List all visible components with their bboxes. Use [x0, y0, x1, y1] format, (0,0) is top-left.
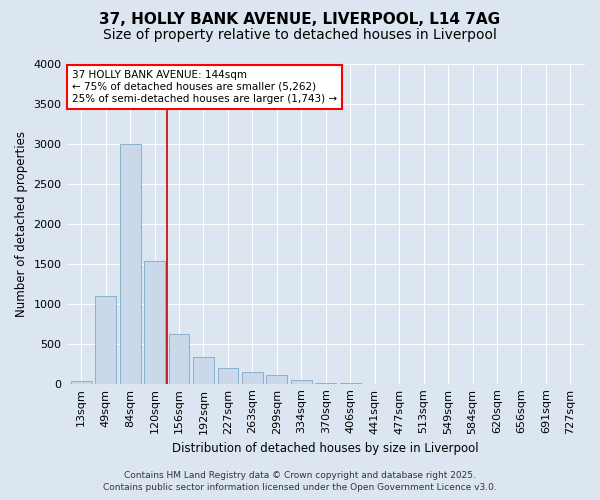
Bar [291, 380, 312, 384]
Bar [120, 144, 140, 384]
Text: Size of property relative to detached houses in Liverpool: Size of property relative to detached ho… [103, 28, 497, 42]
Bar [242, 372, 263, 384]
Text: 37 HOLLY BANK AVENUE: 144sqm
← 75% of detached houses are smaller (5,262)
25% of: 37 HOLLY BANK AVENUE: 144sqm ← 75% of de… [72, 70, 337, 104]
Bar [193, 358, 214, 384]
Bar [316, 383, 336, 384]
Bar [218, 368, 238, 384]
Bar [95, 296, 116, 384]
Text: 37, HOLLY BANK AVENUE, LIVERPOOL, L14 7AG: 37, HOLLY BANK AVENUE, LIVERPOOL, L14 7A… [100, 12, 500, 28]
Text: Contains HM Land Registry data © Crown copyright and database right 2025.
Contai: Contains HM Land Registry data © Crown c… [103, 471, 497, 492]
Bar [71, 382, 92, 384]
X-axis label: Distribution of detached houses by size in Liverpool: Distribution of detached houses by size … [172, 442, 479, 455]
Bar [169, 334, 190, 384]
Bar [144, 260, 165, 384]
Y-axis label: Number of detached properties: Number of detached properties [15, 131, 28, 317]
Bar [266, 376, 287, 384]
